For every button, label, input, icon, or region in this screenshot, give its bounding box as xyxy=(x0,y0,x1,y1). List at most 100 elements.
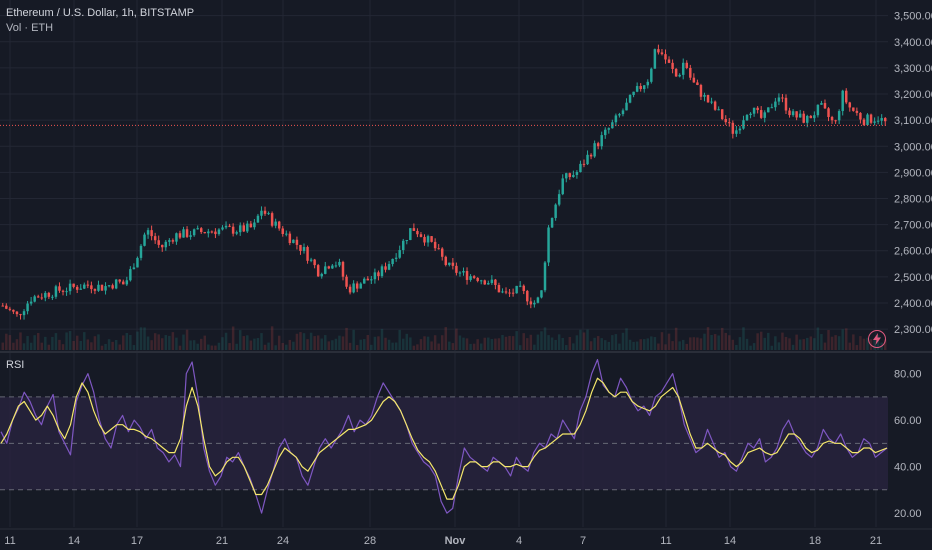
volume-bar xyxy=(33,335,36,350)
candle-body xyxy=(586,154,589,165)
candle-body xyxy=(217,229,221,235)
volume-bar xyxy=(157,334,160,350)
candle-body xyxy=(100,284,104,291)
candle-body xyxy=(763,112,766,118)
candle-body xyxy=(409,228,412,241)
candle-body xyxy=(472,276,476,278)
candle-body xyxy=(657,49,660,53)
candle-body xyxy=(292,239,295,243)
volume-bar xyxy=(529,334,533,350)
price-tick-label: 3,500.00 xyxy=(894,11,932,23)
volume-bar xyxy=(653,337,657,350)
volume-bar xyxy=(416,344,419,350)
volume-bar xyxy=(511,336,515,350)
candle-body xyxy=(540,290,543,298)
volume-bar xyxy=(508,335,511,350)
volume-bar xyxy=(409,337,412,350)
volume-bar xyxy=(596,336,600,350)
candle-body xyxy=(433,241,437,249)
volume-bar xyxy=(164,335,168,350)
candle-body xyxy=(752,107,756,114)
candle-body xyxy=(497,285,501,293)
volume-bar xyxy=(380,328,384,350)
candle-body xyxy=(767,107,770,113)
candle-body xyxy=(650,68,653,82)
candle-body xyxy=(164,241,168,248)
candle-body xyxy=(806,115,809,123)
volume-bar xyxy=(104,343,107,350)
candle-body xyxy=(93,289,97,291)
volume-legend: Vol · ETH xyxy=(6,22,54,34)
x-tick-label: 21 xyxy=(870,535,882,547)
candle-body xyxy=(65,291,68,293)
candle-body xyxy=(635,86,639,92)
candle-body xyxy=(47,292,51,297)
candle-body xyxy=(536,297,540,303)
candle-body xyxy=(561,178,564,195)
candle-body xyxy=(632,91,635,95)
volume-bar xyxy=(834,335,837,350)
volume-bar xyxy=(352,329,355,350)
lightning-icon[interactable] xyxy=(868,330,886,348)
volume-bar xyxy=(667,333,671,350)
volume-bar xyxy=(171,332,175,350)
volume-bar xyxy=(522,333,525,350)
candle-body xyxy=(15,311,19,315)
candle-body xyxy=(139,245,143,258)
volume-bar xyxy=(671,341,674,350)
candle-body xyxy=(178,233,182,238)
candle-body xyxy=(706,95,710,103)
volume-bar xyxy=(561,337,564,350)
volume-bar xyxy=(433,335,437,350)
candle-body xyxy=(175,233,178,242)
volume-bar xyxy=(132,345,136,350)
candle-body xyxy=(143,234,146,246)
volume-bar xyxy=(341,336,345,350)
candle-body xyxy=(171,240,175,242)
volume-bar xyxy=(742,327,745,350)
candle-body xyxy=(557,194,561,205)
candle-body xyxy=(341,261,345,277)
candle-body xyxy=(387,264,391,270)
candle-body xyxy=(678,74,681,77)
volume-bar xyxy=(309,332,313,350)
volume-bar xyxy=(203,335,207,350)
candle-body xyxy=(479,280,483,282)
volume-bar xyxy=(199,338,203,350)
volume-bar xyxy=(600,338,603,350)
candle-body xyxy=(777,97,781,102)
candle-body xyxy=(129,269,132,281)
candle-body xyxy=(455,265,458,273)
volume-bar xyxy=(830,336,834,350)
candle-body xyxy=(703,95,706,97)
volume-bar xyxy=(331,340,334,350)
candle-body xyxy=(501,291,504,293)
candle-body xyxy=(483,280,486,285)
volume-bar xyxy=(111,341,114,350)
candle-body xyxy=(607,128,611,130)
candle-body xyxy=(19,314,22,316)
volume-bar xyxy=(29,342,33,350)
candle-body xyxy=(352,283,355,293)
candle-body xyxy=(802,113,805,123)
candle-body xyxy=(533,302,536,305)
volume-bar xyxy=(752,343,756,350)
candle-body xyxy=(770,107,774,109)
volume-bar xyxy=(26,336,29,350)
volume-bar xyxy=(462,337,465,350)
candle-body xyxy=(416,230,419,235)
volume-bar xyxy=(146,336,150,350)
candle-body xyxy=(742,120,745,129)
candle-body xyxy=(26,303,29,312)
candle-body xyxy=(788,110,791,116)
price-tick-label: 2,400.00 xyxy=(894,298,932,310)
volume-bar xyxy=(444,327,448,350)
volume-bar xyxy=(19,332,22,350)
volume-bar xyxy=(685,343,689,350)
rsi-tick-label: 80.00 xyxy=(894,369,922,381)
volume-bar xyxy=(586,329,589,350)
volume-bar xyxy=(253,338,256,350)
volume-bar xyxy=(518,345,522,350)
candle-body xyxy=(550,217,554,228)
